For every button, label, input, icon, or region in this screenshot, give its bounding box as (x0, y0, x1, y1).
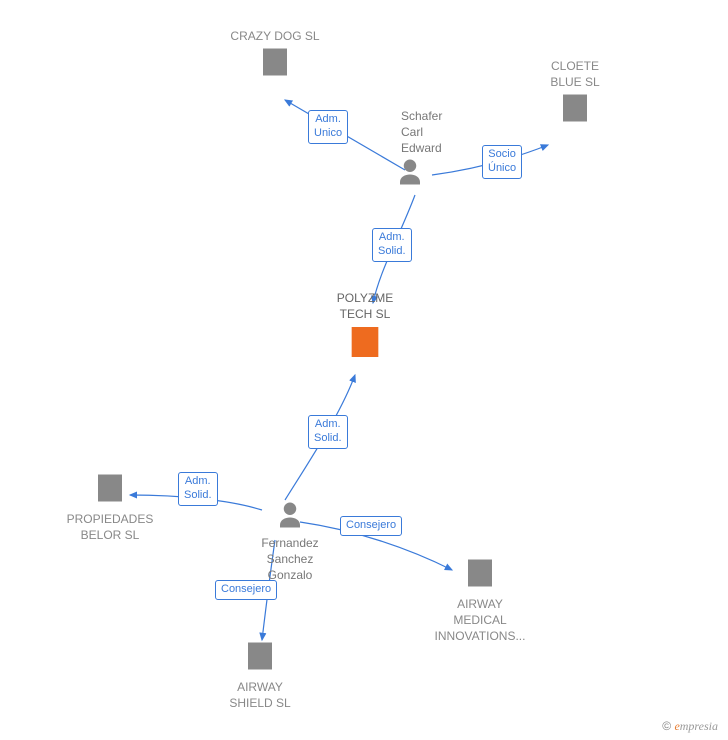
node-airway-shield[interactable]: AIRWAY SHIELD SL (210, 638, 310, 711)
node-fernandez[interactable]: Fernandez Sanchez Gonzalo (245, 500, 335, 584)
person-icon (275, 500, 305, 535)
building-icon (242, 638, 278, 679)
building-icon (257, 44, 293, 85)
node-label: CRAZY DOG SL (220, 28, 330, 44)
node-label: Fernandez Sanchez Gonzalo (245, 535, 335, 584)
building-icon (345, 322, 385, 367)
edge-label-adm-solid-3: Adm. Solid. (178, 472, 218, 506)
node-schafer[interactable]: Schafer Carl Edward (395, 108, 485, 192)
person-icon (395, 157, 425, 192)
edge-label-adm-solid-2: Adm. Solid. (308, 415, 348, 449)
node-label: POLYZME TECH SL (320, 290, 410, 322)
node-crazy-dog[interactable]: CRAZY DOG SL (220, 28, 330, 85)
copyright-symbol: © (662, 719, 671, 733)
building-icon (557, 90, 593, 131)
node-propiedades-belor[interactable]: PROPIEDADES BELOR SL (55, 470, 165, 543)
node-label: Schafer Carl Edward (401, 108, 485, 157)
node-label: CLOETE BLUE SL (530, 58, 620, 90)
brand-rest: mpresia (680, 719, 718, 733)
node-polyzme-tech[interactable]: POLYZME TECH SL (320, 290, 410, 367)
node-cloete-blue[interactable]: CLOETE BLUE SL (530, 58, 620, 131)
edge-label-consejero-1: Consejero (340, 516, 402, 536)
edge-label-socio-unico: Socio Único (482, 145, 522, 179)
node-airway-medical[interactable]: AIRWAY MEDICAL INNOVATIONS... (420, 555, 540, 645)
node-label: AIRWAY SHIELD SL (210, 679, 310, 711)
edge-label-adm-unico: Adm. Unico (308, 110, 348, 144)
watermark: © empresia (662, 719, 718, 734)
node-label: AIRWAY MEDICAL INNOVATIONS... (420, 596, 540, 645)
edge-label-adm-solid-1: Adm. Solid. (372, 228, 412, 262)
building-icon (462, 555, 498, 596)
building-icon (92, 470, 128, 511)
node-label: PROPIEDADES BELOR SL (55, 511, 165, 543)
